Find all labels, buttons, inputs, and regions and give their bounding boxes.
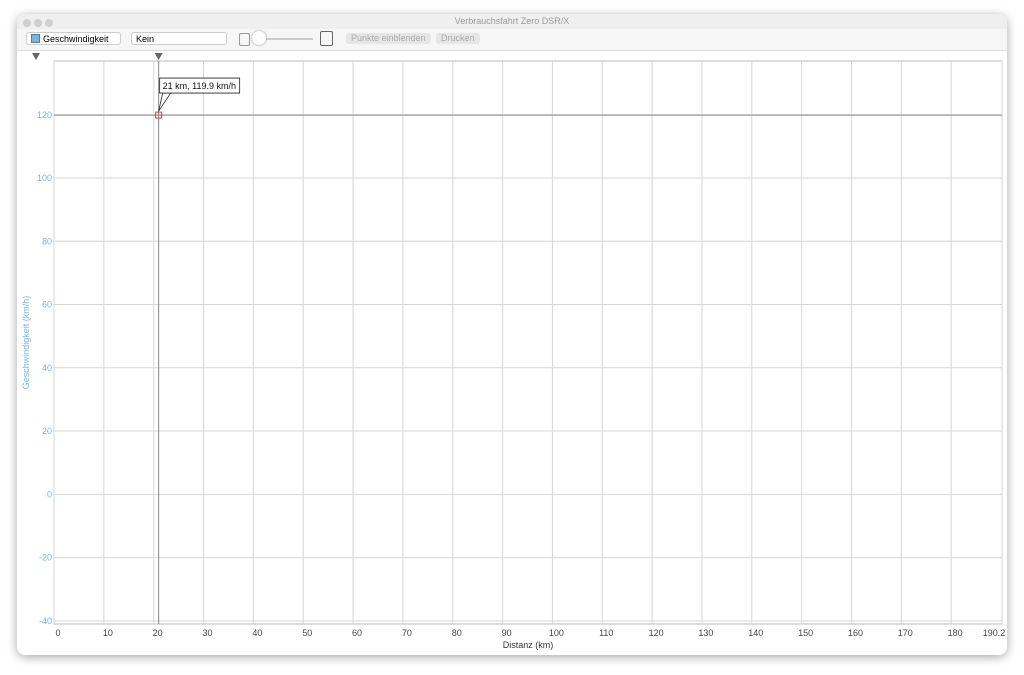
y-tick-label: 80 — [42, 236, 52, 246]
y-tick-label: 40 — [42, 363, 52, 373]
y-tick-label: -20 — [39, 553, 52, 563]
zoom-in-icon[interactable] — [320, 31, 333, 46]
x-tick-label: 100 — [549, 628, 564, 638]
x-tick-label: 30 — [203, 628, 213, 638]
cursor-handle — [154, 53, 163, 60]
x-tick-label: 90 — [502, 628, 512, 638]
points-button[interactable]: Punkte einblenden — [346, 33, 431, 44]
x-tick-label: 10 — [103, 628, 113, 638]
x-tick-label: 160 — [848, 628, 863, 638]
tooltip-text: 21 km, 119.9 km/h — [163, 81, 236, 91]
x-tick-label: 50 — [302, 628, 312, 638]
slider-knob[interactable] — [252, 31, 266, 45]
x-tick-label: 170 — [898, 628, 913, 638]
plot-area — [53, 60, 1003, 625]
x-tick-label: 110 — [599, 628, 613, 638]
chart: -40 -20 0 20 40 60 80 100 120 0 10 20 30 40 50 60 70 80 90… — [21, 53, 1006, 650]
x-tick-label: 130 — [698, 628, 713, 638]
y-tick-label: -40 — [39, 616, 52, 626]
tooltip-box — [158, 77, 241, 112]
title-bar: Verbrauchsfahrt Zero DSR/X — [17, 14, 1007, 29]
cursor-point — [155, 111, 163, 119]
x-axis-label: Distanz (km) — [503, 640, 554, 650]
series-select-label: Geschwindigkeit — [43, 34, 109, 44]
x-tick-label: 80 — [452, 628, 462, 638]
range-handle-left[interactable] — [32, 53, 40, 60]
compare-select[interactable]: Kein — [131, 32, 227, 45]
x-tick-label: 180 — [948, 628, 963, 638]
x-tick-label: 40 — [252, 628, 262, 638]
x-tick-label: 140 — [748, 628, 763, 638]
y-tick-label: 0 — [47, 489, 52, 499]
x-tick-label: 60 — [352, 628, 362, 638]
series-select[interactable]: Geschwindigkeit — [26, 32, 121, 45]
window: Verbrauchsfahrt Zero DSR/X Geschwindigke… — [17, 14, 1007, 655]
compare-select-label: Kein — [136, 34, 155, 44]
print-button[interactable]: Drucken — [436, 33, 480, 44]
x-tick-label: 150 — [798, 628, 813, 638]
toolbar: Geschwindigkeit Kein Punkte einblenden D… — [17, 29, 1007, 51]
x-tick-label: 20 — [153, 628, 163, 638]
x-tick-label: 120 — [649, 628, 664, 638]
zoom-out-icon[interactable] — [239, 33, 250, 46]
x-tick-label: 190.2 — [983, 628, 1006, 638]
window-controls[interactable] — [23, 17, 56, 32]
y-tick-label: 120 — [37, 110, 52, 120]
window-title: Verbrauchsfahrt Zero DSR/X — [454, 16, 570, 26]
x-tick-label: 0 — [55, 628, 60, 638]
x-tick-label: 70 — [402, 628, 412, 638]
y-axis-label: Geschwindigkeit (km/h) — [21, 296, 31, 390]
zoom-slider[interactable] — [253, 38, 313, 40]
y-tick-label: 20 — [42, 426, 52, 436]
y-tick-label: 60 — [42, 300, 52, 310]
y-tick-label: 100 — [37, 173, 52, 183]
